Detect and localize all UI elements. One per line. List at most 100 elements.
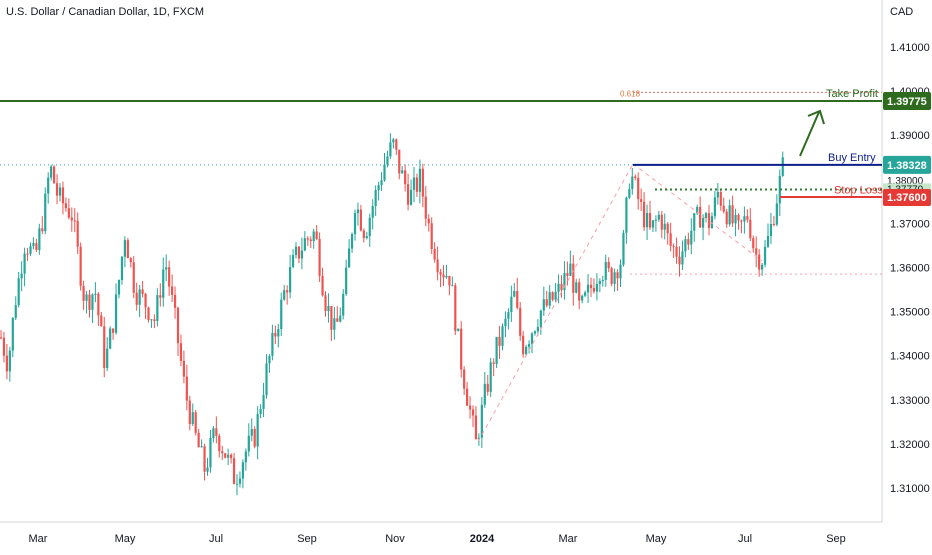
- candle-body: [457, 328, 460, 332]
- candle-body: [533, 331, 537, 334]
- candle-body: [274, 332, 277, 337]
- candle-body: [79, 246, 82, 286]
- candle-body: [327, 306, 330, 312]
- candle-body: [100, 315, 103, 327]
- candle-body: [179, 343, 183, 361]
- candle-body: [365, 236, 368, 239]
- candle-body: [112, 328, 115, 333]
- candle-body: [504, 318, 507, 327]
- candle-body: [53, 166, 56, 184]
- candle-body: [297, 246, 301, 259]
- candle-body: [569, 263, 572, 276]
- buy-entry-label: Buy Entry: [828, 152, 876, 164]
- candle-body: [14, 305, 17, 319]
- candle-body: [259, 408, 262, 414]
- candle-body: [159, 295, 162, 298]
- candle-body: [654, 219, 657, 221]
- candle-body: [581, 295, 584, 301]
- candle-body: [442, 274, 445, 278]
- arrow-head: [807, 109, 825, 125]
- candle-body: [651, 220, 655, 228]
- candle-body: [256, 413, 259, 447]
- candle-body: [507, 312, 510, 319]
- candle-body: [460, 328, 463, 370]
- candle-body: [306, 238, 309, 240]
- candle-body: [749, 219, 752, 239]
- stop-loss-label: Stop Loss: [834, 184, 883, 196]
- candle-body: [50, 166, 53, 178]
- candle-body: [645, 213, 649, 228]
- candle-body: [268, 355, 271, 364]
- candle-body: [238, 478, 242, 484]
- candle-body: [778, 175, 781, 204]
- candle-body: [97, 293, 100, 316]
- arrow-shaft: [799, 111, 820, 157]
- currency-label: CAD: [890, 6, 914, 18]
- candle-body: [156, 295, 159, 321]
- candle-body: [530, 333, 534, 345]
- candle-body: [616, 272, 619, 279]
- candle-body: [82, 285, 85, 301]
- candle-body: [707, 213, 711, 229]
- candle-body: [407, 184, 410, 205]
- candle-body: [775, 203, 778, 225]
- price-tick-label: 1.35000: [890, 307, 930, 319]
- candle-body: [640, 199, 643, 202]
- candle-body: [684, 239, 687, 252]
- candle-body: [109, 328, 112, 349]
- candle-body: [758, 254, 761, 270]
- candle-body: [333, 318, 336, 330]
- candle-body: [262, 395, 265, 409]
- candle-body: [619, 264, 622, 279]
- candle-body: [536, 326, 539, 332]
- candle-body: [230, 454, 233, 459]
- time-tick-label: Jul: [738, 533, 752, 545]
- candle-body: [138, 289, 141, 305]
- candle-body: [41, 228, 44, 232]
- candle-body: [265, 363, 268, 396]
- candle-body: [191, 412, 194, 425]
- candle-body: [468, 405, 472, 410]
- candle-body: [5, 355, 8, 372]
- candle-body: [348, 248, 351, 268]
- candle-body: [716, 191, 719, 198]
- candle-body: [722, 205, 725, 212]
- candle-body: [418, 168, 421, 192]
- price-tick-label: 1.33000: [890, 395, 930, 407]
- candle-body: [743, 216, 746, 222]
- candle-body: [309, 239, 312, 242]
- candle-body: [436, 259, 439, 273]
- candle-body: [232, 458, 236, 484]
- candle-body: [525, 346, 528, 355]
- candle-body: [188, 400, 191, 425]
- candle-body: [162, 269, 165, 298]
- candle-body: [463, 369, 466, 389]
- fib-618-label: 0.618: [620, 89, 641, 98]
- candle-body: [271, 332, 274, 356]
- candle-body: [501, 326, 504, 346]
- candle-body: [300, 250, 303, 259]
- time-tick-label: May: [646, 533, 667, 545]
- candle-body: [76, 220, 79, 247]
- dotted-level-tag: [883, 183, 931, 194]
- candle-body: [415, 177, 419, 192]
- candle-body: [182, 360, 185, 377]
- candle-body: [218, 435, 221, 452]
- candle-body: [601, 280, 604, 282]
- candle-body: [746, 216, 749, 220]
- candle-body: [625, 197, 628, 233]
- candle-body: [492, 362, 495, 364]
- candle-body: [330, 306, 333, 330]
- candle-body: [657, 214, 660, 220]
- price-tick-label: 1.32000: [890, 439, 930, 451]
- candle-body: [678, 256, 681, 265]
- candle-body: [392, 139, 395, 143]
- candle-body: [648, 213, 652, 228]
- candle-body: [660, 214, 663, 230]
- candle-body: [318, 238, 321, 276]
- candle-body: [200, 446, 203, 448]
- candle-body: [173, 294, 177, 308]
- price-tick-label: 1.37000: [890, 218, 930, 230]
